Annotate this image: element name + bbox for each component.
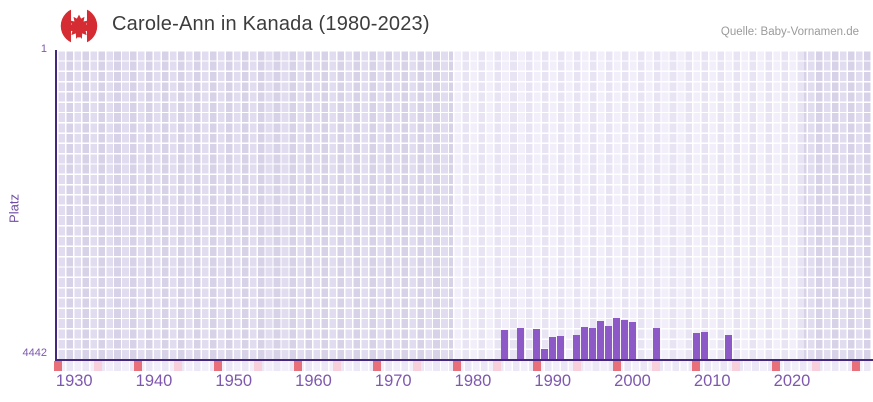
x-tick-1990: 1990	[534, 372, 572, 390]
x-axis-line	[54, 358, 873, 361]
bottom-mark-2008	[692, 361, 701, 372]
bottom-mark-1943	[173, 361, 182, 372]
bottom-mark-1928	[54, 361, 63, 372]
bottom-mark-1938	[134, 361, 143, 372]
bar-2009[interactable]	[700, 332, 708, 359]
bar-1995[interactable]	[589, 328, 597, 359]
bar-2000[interactable]	[629, 321, 636, 359]
bar-1993[interactable]	[573, 335, 581, 359]
bottom-mark-2013	[732, 361, 741, 372]
page-title: Carole-Ann in Kanada (1980-2023)	[112, 13, 430, 35]
bar-2008[interactable]	[692, 333, 700, 359]
bottom-mark-1933	[94, 361, 103, 372]
bottom-mark-1968	[373, 361, 382, 372]
bottom-mark-2023	[811, 361, 820, 372]
x-tick-2020: 2020	[773, 372, 811, 390]
bar-1999[interactable]	[621, 319, 629, 359]
bottom-band	[57, 361, 871, 372]
bar-1989[interactable]	[541, 348, 549, 359]
bar-1990[interactable]	[549, 337, 557, 359]
highlight-region	[453, 50, 804, 359]
bottom-mark-1988	[532, 361, 541, 372]
bar-1986[interactable]	[517, 328, 525, 359]
bottom-mark-1963	[333, 361, 342, 372]
bottom-mark-2018	[772, 361, 781, 372]
bottom-mark-1993	[572, 361, 581, 372]
x-tick-2000: 2000	[614, 372, 651, 390]
bottom-mark-1998	[612, 361, 621, 372]
bar-1998[interactable]	[613, 317, 621, 359]
x-tick-1930: 1930	[55, 372, 93, 390]
bar-1994[interactable]	[581, 327, 589, 359]
bar-1988[interactable]	[533, 328, 541, 359]
x-tick-1950: 1950	[215, 372, 253, 390]
x-tick-1960: 1960	[295, 372, 332, 390]
canada-flag-icon	[60, 7, 98, 50]
bottom-mark-2003	[652, 361, 661, 372]
x-tick-1980: 1980	[454, 372, 492, 390]
bottom-mark-1958	[293, 361, 302, 372]
y-axis-max-label: 1	[40, 43, 47, 55]
bar-2012[interactable]	[724, 334, 732, 359]
plot-background	[57, 50, 871, 359]
bar-1997[interactable]	[605, 326, 613, 359]
bar-1984[interactable]	[501, 329, 509, 359]
x-tick-2010: 2010	[693, 372, 731, 390]
bar-2003[interactable]	[652, 327, 660, 359]
source-text: Quelle: Baby-Vornamen.de	[720, 26, 859, 38]
bar-1996[interactable]	[597, 320, 605, 359]
bottom-mark-1973	[413, 361, 422, 372]
bottom-mark-1948	[213, 361, 222, 372]
x-tick-1970: 1970	[374, 372, 412, 390]
bar-1991[interactable]	[557, 336, 565, 359]
y-axis-min-label: 4442	[22, 347, 47, 359]
bottom-mark-1953	[253, 361, 262, 372]
bottom-mark-2028	[851, 361, 860, 372]
x-tick-1940: 1940	[135, 372, 173, 390]
bottom-mark-1978	[453, 361, 462, 372]
y-axis-line	[54, 50, 57, 361]
bottom-mark-1983	[492, 361, 501, 372]
